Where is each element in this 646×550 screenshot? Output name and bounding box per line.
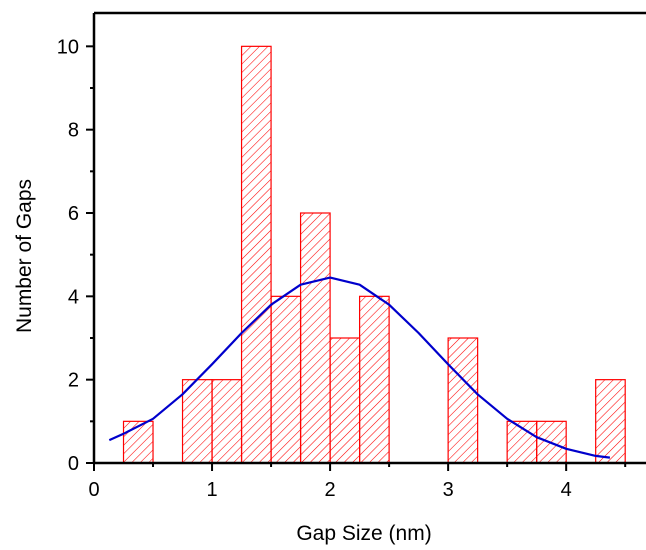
histogram-bar-8 [447,337,479,464]
histogram-bar-0 [122,420,154,464]
histogram-bar-11 [595,379,626,464]
gaussian-fit-curve [108,276,611,459]
y-tick-label-2: 4 [68,286,79,308]
x-axis-title: Gap Size (nm) [296,522,431,545]
histogram-bar-4 [270,295,302,464]
x-tick-label-0: 0 [88,479,99,501]
ticks-layer: 0 1 2 3 4 0 2 4 6 8 10 [57,36,627,501]
y-tick-label-5: 10 [57,36,79,58]
fit-curve-layer [108,276,611,459]
x-tick-label-3: 3 [443,479,454,501]
histogram-bar-5 [299,212,331,464]
histogram-bar-1 [181,379,213,464]
histogram-bar-6 [329,337,361,464]
y-tick-label-1: 2 [68,370,79,392]
histogram-bar-7 [358,295,390,464]
histogram-bar-2 [211,379,243,464]
histogram-bar-3 [240,45,272,464]
bars-layer [122,45,626,464]
y-tick-label-3: 6 [68,203,79,225]
y-tick-label-4: 8 [68,120,79,142]
x-tick-label-4: 4 [561,479,572,501]
x-tick-label-1: 1 [206,479,217,501]
y-axis-title: Number of Gaps [13,179,36,333]
y-tick-label-0: 0 [68,453,79,475]
x-tick-label-2: 2 [325,479,336,501]
